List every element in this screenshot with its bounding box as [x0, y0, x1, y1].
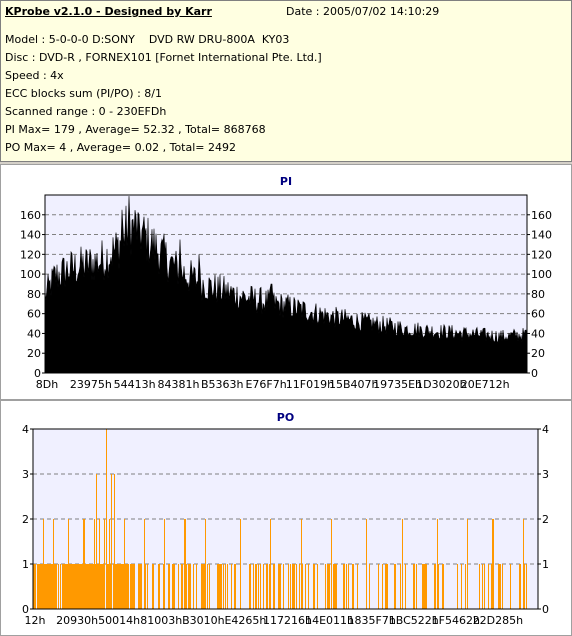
app-title: KProbe v2.1.0 - Designed by Karr [5, 5, 212, 18]
po-x-tick-label: 20930h [56, 614, 98, 627]
pi-y-tick-label-right: 120 [531, 248, 552, 261]
pi-x-tick-label: 15B407h [329, 378, 379, 391]
po-x-tick-label: 22D285h [473, 614, 523, 627]
pi-y-tick-label-left: 40 [27, 327, 41, 340]
scan-date: Date : 2005/07/02 14:10:29 [286, 5, 440, 18]
pi-x-tick-label: B5363h [201, 378, 244, 391]
pi-x-tick-label: 84381h [157, 378, 199, 391]
pi-x-tick-label: 1D3020h [416, 378, 466, 391]
po-y-tick-label-left: 2 [22, 513, 29, 526]
pi-x-tick-label: 20E712h [461, 378, 510, 391]
pi-y-tick-label-left: 100 [20, 268, 41, 281]
pi-y-tick-label-right: 60 [531, 308, 545, 321]
pi-y-tick-label-right: 80 [531, 288, 545, 301]
pi-x-tick-label: 23975h [70, 378, 112, 391]
pi-chart: 0 0 20 20 40 40 60 60 80 80 100 100 120 120 140 140 160 1… [20, 175, 552, 391]
info-panel: KProbe v2.1.0 - Designed by Karr Date : … [0, 0, 572, 162]
info-disc: Disc : DVD-R , FORNEX101 [Fornet Interna… [5, 51, 322, 64]
pi-chart-title: PI [280, 175, 292, 188]
po-x-tick-label: 81003h [140, 614, 182, 627]
po-y-tick-label-left: 3 [22, 468, 29, 481]
po-y-tick-label-right: 0 [542, 603, 549, 616]
pi-plot-border [44, 194, 528, 374]
po-x-tick-label: 50014h [98, 614, 140, 627]
pi-y-tick-label-left: 120 [20, 248, 41, 261]
pi-x-tick-label: 54413h [114, 378, 156, 391]
po-y-tick-label-right: 2 [542, 513, 549, 526]
pi-x-tick-label: 11F019h [286, 378, 334, 391]
po-x-tick-label: B3010h [182, 614, 225, 627]
pi-y-tick-label-right: 20 [531, 347, 545, 360]
po-x-tick-label: 12h [25, 614, 46, 627]
info-pi-summary: PI Max= 179 , Average= 52.32 , Total= 86… [5, 123, 266, 136]
pi-y-tick-label-right: 140 [531, 229, 552, 242]
po-x-tick-label: 1BC522h [389, 614, 439, 627]
info-model: Model : 5-0-0-0 D:SONY DVD RW DRU-800A K… [5, 33, 290, 46]
info-speed: Speed : 4x [5, 69, 64, 82]
po-y-tick-label-left: 4 [22, 423, 29, 436]
info-ecc-blocks: ECC blocks sum (PI/PO) : 8/1 [5, 87, 162, 100]
po-chart-title: PO [277, 411, 294, 424]
pi-y-tick-label-left: 140 [20, 229, 41, 242]
pi-y-tick-label-left: 0 [34, 367, 41, 380]
po-x-tick-label: 14E011h [305, 614, 354, 627]
pi-series [44, 195, 528, 374]
pi-y-tick-label-right: 160 [531, 209, 552, 222]
pi-x-tick-label: 19735Eh [373, 378, 422, 391]
pi-y-tick-label-left: 160 [20, 209, 41, 222]
pi-y-tick-label-right: 0 [531, 367, 538, 380]
po-y-tick-label-right: 3 [542, 468, 549, 481]
po-x-tick-label: 1835F7h [348, 614, 396, 627]
pi-y-tick-label-right: 40 [531, 327, 545, 340]
info-scanned-range: Scanned range : 0 - 230EFDh [5, 105, 167, 118]
info-po-summary: PO Max= 4 , Average= 0.02 , Total= 2492 [5, 141, 236, 154]
po-y-tick-label-right: 1 [542, 558, 549, 571]
po-chart-panel: 0 0 1 1 2 2 3 3 4 4 12h 20930h 50014h 81003h B3010h E42… [0, 400, 572, 636]
pi-y-tick-label-left: 80 [27, 288, 41, 301]
po-chart: 0 0 1 1 2 2 3 3 4 4 12h 20930h 50014h 81003h B3010h E42… [22, 411, 549, 627]
pi-chart-panel: 0 0 20 20 40 40 60 60 80 80 100 100 120 120 140 140 160 1… [0, 164, 572, 400]
pi-x-tick-label: 8Dh [36, 378, 58, 391]
po-plot-border [32, 428, 539, 610]
pi-y-tick-label-right: 100 [531, 268, 552, 281]
pi-y-tick-label-left: 60 [27, 308, 41, 321]
po-y-tick-label-left: 0 [22, 603, 29, 616]
po-x-tick-label: E4265h [224, 614, 266, 627]
po-x-tick-label: 1F5462h [432, 614, 480, 627]
po-x-tick-label: 117216h [263, 614, 312, 627]
po-y-tick-label-left: 1 [22, 558, 29, 571]
pi-x-tick-label: E76F7h [245, 378, 286, 391]
pi-y-tick-label-left: 20 [27, 347, 41, 360]
po-y-tick-label-right: 4 [542, 423, 549, 436]
